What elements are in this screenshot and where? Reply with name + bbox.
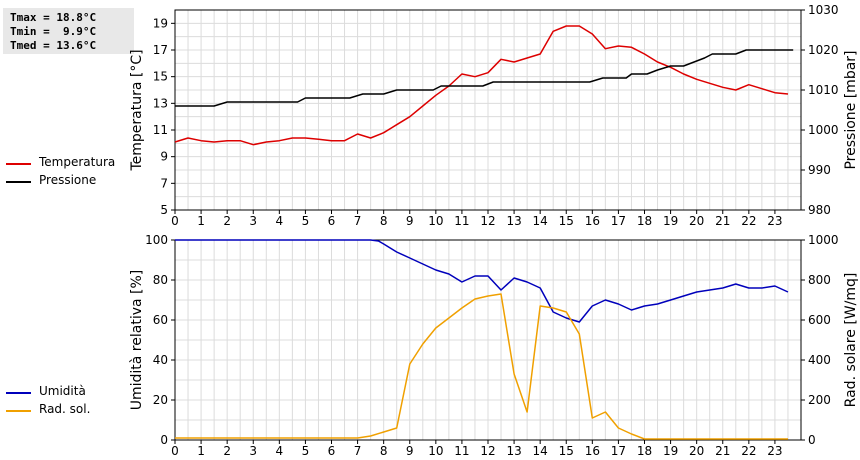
chart1-x-tick-label: 7 (354, 214, 362, 228)
chart2-x-tick-label: 9 (406, 444, 414, 458)
chart2-x-tick-label: 5 (302, 444, 310, 458)
chart1-right-tick-label: 1030 (808, 3, 839, 17)
chart2-x-tick-label: 3 (249, 444, 257, 458)
chart1-right-tick-label: 1000 (808, 123, 839, 137)
chart2-left-tick-label: 40 (153, 353, 168, 367)
chart1-x-tick-label: 23 (767, 214, 782, 228)
chart2-left-tick-label: 100 (145, 233, 168, 247)
chart2-left-tick-label: 60 (153, 313, 168, 327)
chart1-x-tick-label: 14 (533, 214, 548, 228)
legend-label-rad-sol: Rad. sol. (39, 402, 91, 416)
chart2-x-tick-label: 14 (533, 444, 548, 458)
chart2-x-tick-label: 8 (380, 444, 388, 458)
stat-tmin: Tmin = 9.9°C (10, 25, 97, 38)
chart1-x-tick-label: 19 (663, 214, 678, 228)
chart1-x-tick-label: 21 (715, 214, 730, 228)
chart2-x-tick-label: 4 (276, 444, 284, 458)
legend-swatch-pressione (6, 181, 31, 183)
chart2-left-axis-label: Umidità relativa [%] (129, 270, 145, 411)
chart1-x-tick-label: 16 (585, 214, 600, 228)
chart2-right-tick-label: 600 (808, 313, 831, 327)
chart1-right-tick-label: 1010 (808, 83, 839, 97)
chart2-x-tick-label: 19 (663, 444, 678, 458)
chart1-left-tick-label: 7 (160, 176, 168, 190)
chart1-x-tick-label: 6 (328, 214, 336, 228)
chart2-right-tick-label: 800 (808, 273, 831, 287)
chart1-x-tick-label: 1 (197, 214, 205, 228)
chart1-left-tick-label: 11 (153, 123, 168, 137)
chart2-x-tick-label: 12 (480, 444, 495, 458)
chart1-x-tick-label: 5 (302, 214, 310, 228)
legend-label-umidita: Umidità (39, 384, 86, 398)
chart2-x-tick-label: 20 (689, 444, 704, 458)
stats-box: Tmax = 18.8°C Tmin = 9.9°C Tmed = 13.6°C (3, 8, 134, 54)
chart2-right-tick-label: 1000 (808, 233, 839, 247)
chart2-x-tick-label: 16 (585, 444, 600, 458)
chart1-left-tick-label: 17 (153, 43, 168, 57)
chart1-right-tick-label: 1020 (808, 43, 839, 57)
chart1-x-tick-label: 2 (223, 214, 231, 228)
chart2-x-tick-label: 17 (611, 444, 626, 458)
chart1-left-tick-label: 5 (160, 203, 168, 217)
chart1-right-axis-label: Pressione [mbar] (843, 50, 859, 169)
chart2-series-umidit-line (175, 239, 789, 323)
chart2-left-tick-label: 80 (153, 273, 168, 287)
stat-tmax: Tmax = 18.8°C (10, 11, 97, 24)
chart1-x-tick-label: 13 (506, 214, 521, 228)
chart2-x-tick-label: 22 (741, 444, 756, 458)
chart1-x-tick-label: 22 (741, 214, 756, 228)
chart1-x-tick-label: 15 (559, 214, 574, 228)
chart2-right-tick-label: 200 (808, 393, 831, 407)
chart2-x-tick-label: 11 (454, 444, 469, 458)
chart2-x-tick-label: 2 (223, 444, 231, 458)
chart2-right-tick-label: 400 (808, 353, 831, 367)
chart1-x-tick-label: 4 (276, 214, 284, 228)
legend-label-pressione: Pressione (39, 173, 97, 187)
chart2-x-tick-label: 7 (354, 444, 362, 458)
chart1-right-tick-label: 990 (808, 163, 831, 177)
legend-swatch-rad-sol (6, 410, 31, 412)
chart1-left-tick-label: 9 (160, 150, 168, 164)
chart2-x-tick-label: 15 (559, 444, 574, 458)
chart2-x-tick-label: 1 (197, 444, 205, 458)
chart2-left-tick-label: 20 (153, 393, 168, 407)
chart2-series-rad-sol-line (175, 293, 788, 440)
chart1-x-tick-label: 0 (171, 214, 179, 228)
chart1-x-tick-label: 9 (406, 214, 414, 228)
chart2-x-tick-label: 6 (328, 444, 336, 458)
chart1-x-tick-label: 18 (637, 214, 652, 228)
stat-tmed: Tmed = 13.6°C (10, 39, 97, 52)
chart1-x-tick-label: 20 (689, 214, 704, 228)
chart1-x-tick-label: 12 (480, 214, 495, 228)
chart1-left-tick-label: 19 (153, 16, 168, 30)
chart1-series-temperatura-line (174, 25, 789, 146)
chart1-left-tick-label: 13 (153, 96, 168, 110)
chart2-x-tick-label: 0 (171, 444, 179, 458)
chart1-x-tick-label: 10 (428, 214, 443, 228)
chart2-x-tick-label: 13 (506, 444, 521, 458)
chart2-right-tick-label: 0 (808, 433, 816, 447)
chart1-series-pressione-line (175, 49, 794, 107)
chart2-left-tick-label: 0 (160, 433, 168, 447)
legend-swatch-umidita (6, 392, 31, 394)
chart1-x-tick-label: 3 (249, 214, 257, 228)
chart2-x-tick-label: 18 (637, 444, 652, 458)
chart2-x-tick-label: 10 (428, 444, 443, 458)
chart1-right-tick-label: 980 (808, 203, 831, 217)
chart2-x-tick-label: 21 (715, 444, 730, 458)
chart1-x-tick-label: 8 (380, 214, 388, 228)
chart1-x-tick-label: 11 (454, 214, 469, 228)
legend-label-temperatura: Temperatura (39, 155, 116, 169)
legend-swatch-temperatura (6, 163, 31, 165)
chart1-left-axis-label: Temperatura [°C] (129, 49, 145, 171)
chart2-right-axis-label: Rad. solare [W/mq] (843, 273, 859, 408)
chart1-x-tick-label: 17 (611, 214, 626, 228)
chart2-x-tick-label: 23 (767, 444, 782, 458)
chart1-left-tick-label: 15 (153, 70, 168, 84)
